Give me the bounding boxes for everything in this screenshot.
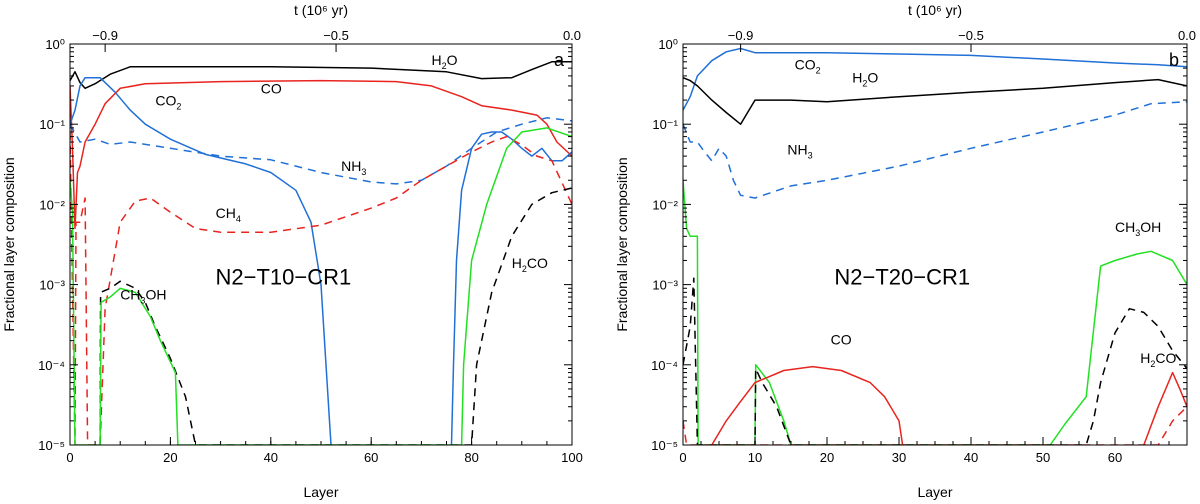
series-line-h2co xyxy=(683,277,1187,445)
series-label-co: CO xyxy=(831,331,852,347)
series-line-co xyxy=(711,365,904,445)
series-label-co2: CO2 xyxy=(155,93,181,112)
series-label-co: CO xyxy=(261,81,282,97)
top-tick-label: −0.9 xyxy=(728,28,754,43)
series-group xyxy=(70,61,572,445)
series-line-h2o xyxy=(683,77,1187,125)
panel-a: 0 20 40 60 80 100 10⁻⁵ 10⁻⁴ 10⁻³ 10⁻² 10⁻¹ 10⁰ −0.9 −… xyxy=(1,2,583,500)
series-line-h2o xyxy=(70,61,572,90)
y-axis-title: Fractional layer composition xyxy=(1,157,17,331)
top-tick-label: 0.0 xyxy=(1178,28,1196,43)
y-tick-label: 10⁰ xyxy=(45,37,65,52)
x-tick-label: 60 xyxy=(1108,450,1122,465)
series-group xyxy=(683,47,1187,445)
panel-b: 0 10 20 30 40 50 60 10⁻⁵ 10⁻⁴ 10⁻³ 10⁻² 10⁻¹ 10⁰ −0.9… xyxy=(614,2,1196,500)
plot-frame xyxy=(682,43,1188,446)
series-line-co2 xyxy=(70,76,332,445)
series-line-ch3oh xyxy=(70,127,572,445)
series-line-ch4 xyxy=(683,406,1187,445)
plot-frame xyxy=(69,43,573,446)
run-label: N2−T10−CR1 xyxy=(215,265,351,290)
x-tick-label: 50 xyxy=(1036,450,1050,465)
top-axis-title: t (10⁶ yr) xyxy=(908,2,962,18)
x-tick-label: 0 xyxy=(66,450,73,465)
x-tick-label: 80 xyxy=(464,450,478,465)
y-tick-label: 10⁻² xyxy=(39,197,65,212)
y-tick-label: 10⁻¹ xyxy=(652,117,678,132)
x-axis-title: Layer xyxy=(917,484,952,500)
y-tick-label: 10⁻⁴ xyxy=(38,358,65,373)
series-line-co2 xyxy=(683,47,1187,111)
series-line-co xyxy=(70,79,572,230)
top-tick-label: −0.5 xyxy=(958,28,984,43)
x-tick-label: 20 xyxy=(163,450,177,465)
series-label-h2o: H2O xyxy=(852,70,878,89)
panel-letter: a xyxy=(554,50,565,70)
series-line-co xyxy=(1143,371,1187,445)
series-label-ch3oh: CH3OH xyxy=(1115,219,1161,238)
series-line-nh3 xyxy=(70,117,572,185)
x-tick-label: 100 xyxy=(561,450,583,465)
series-label-h2o: H2O xyxy=(431,52,457,71)
series-line-ch4 xyxy=(70,131,572,445)
series-label-ch4: CH4 xyxy=(216,205,241,224)
y-tick-label: 10⁻² xyxy=(652,197,678,212)
run-label: N2−T20−CR1 xyxy=(834,265,970,290)
panel-letter: b xyxy=(1169,50,1179,70)
y-tick-label: 10⁻¹ xyxy=(39,117,65,132)
x-tick-label: 40 xyxy=(264,450,278,465)
series-line-h2co xyxy=(99,187,572,445)
x-axis-title: Layer xyxy=(303,484,338,500)
series-line-co2 xyxy=(450,131,572,445)
x-tick-label: 20 xyxy=(820,450,834,465)
y-tick-label: 10⁻⁵ xyxy=(651,438,678,453)
series-line-ch3oh xyxy=(683,180,1187,445)
x-tick-label: 10 xyxy=(748,450,762,465)
y-axis-title: Fractional layer composition xyxy=(614,157,630,331)
series-label-ch3oh: CH3OH xyxy=(120,287,166,306)
series-line-nh3 xyxy=(683,101,1187,199)
series-label-nh3: NH3 xyxy=(787,141,812,160)
series-label-h2co: H2CO xyxy=(512,255,548,274)
y-tick-label: 10⁻⁵ xyxy=(38,438,65,453)
series-label-nh3: NH3 xyxy=(341,158,366,177)
top-tick-label: −0.5 xyxy=(323,28,349,43)
x-tick-label: 0 xyxy=(679,450,686,465)
series-label-h2co: H2CO xyxy=(1140,350,1176,369)
x-tick-label: 40 xyxy=(964,450,978,465)
x-tick-label: 30 xyxy=(892,450,906,465)
y-tick-label: 10⁰ xyxy=(658,37,678,52)
y-tick-label: 10⁻³ xyxy=(39,278,65,293)
y-tick-label: 10⁻³ xyxy=(652,278,678,293)
top-tick-label: −0.9 xyxy=(92,28,118,43)
x-tick-label: 60 xyxy=(364,450,378,465)
top-axis-title: t (10⁶ yr) xyxy=(294,2,348,18)
series-label-co2: CO2 xyxy=(795,57,821,76)
y-tick-label: 10⁻⁴ xyxy=(651,358,678,373)
top-tick-label: 0.0 xyxy=(563,28,581,43)
